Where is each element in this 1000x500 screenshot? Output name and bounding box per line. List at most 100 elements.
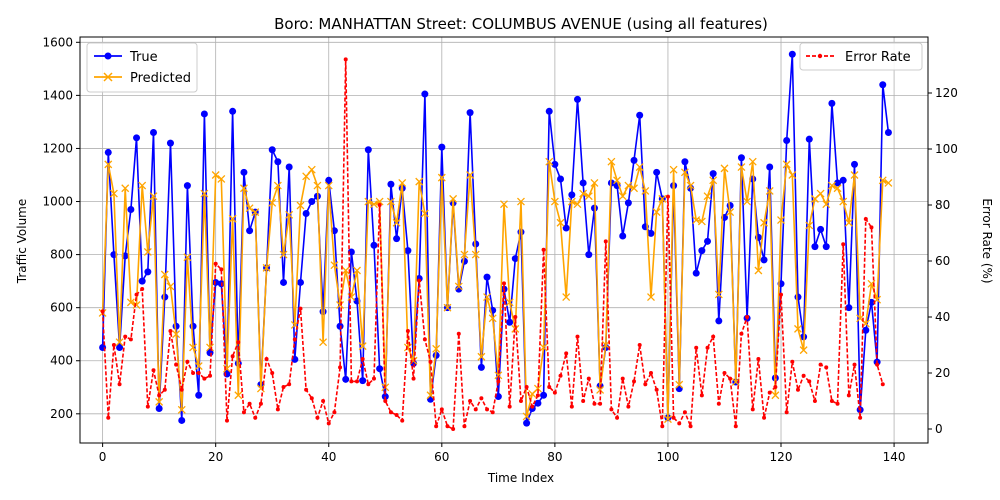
data-point-predicted [545,157,554,166]
data-point-predicted [500,200,508,209]
data-point-error-rate [462,424,467,429]
data-point-true [568,191,576,199]
data-point-predicted [743,197,752,206]
data-point-predicted [183,253,192,262]
data-point-error-rate [196,371,201,375]
data-point-error-rate [445,424,450,429]
data-point-predicted [777,216,785,225]
data-point-true [161,293,169,301]
data-point-predicted [844,218,853,227]
data-point-predicted [754,266,763,275]
data-point-error-rate [309,396,314,401]
data-point-error-rate [349,379,354,384]
data-point-error-rate [603,239,608,244]
legend-predicted-label: Predicted [130,71,191,86]
data-point-error-rate [275,407,280,412]
y2-tick-label: 60 [935,254,950,268]
y2-tick-label: 40 [935,310,950,324]
data-point-predicted [765,186,774,195]
legend-error-marker [817,53,823,59]
data-point-true [183,182,191,190]
legend-error-label: Error Rate [845,50,911,65]
data-point-true [438,143,446,151]
data-point-error-rate [824,365,829,370]
legend-right: Error Rate [799,42,923,71]
data-point-predicted [669,165,678,174]
y-tick-label: 200 [50,407,73,421]
data-point-error-rate [140,287,145,291]
data-point-error-rate [643,382,648,387]
data-point-predicted [126,298,135,307]
data-point-predicted [296,201,305,210]
data-point-error-rate [224,418,229,423]
data-point-predicted [494,371,503,380]
data-point-error-rate [185,359,190,364]
data-point-true [534,399,542,407]
x-axis-ticks: 0 20 40 60 80 100 120 140 [99,443,906,464]
data-point-error-rate [394,413,399,417]
data-point-error-rate [541,247,546,252]
data-point-error-rate [547,385,552,389]
data-point-true [551,160,559,168]
data-point-error-rate [880,382,885,387]
data-point-error-rate [592,401,597,406]
data-point-true [647,229,655,237]
y2-tick-label: 80 [935,198,950,212]
data-point-error-rate [326,421,331,426]
data-point-true [545,107,553,115]
data-point-predicted [652,208,661,217]
data-point-error-rate [699,393,704,398]
data-point-error-rate [620,376,625,381]
data-point-predicted [794,324,802,333]
data-point-error-rate [518,399,523,403]
data-point-error-rate [733,424,738,429]
data-point-error-rate [241,410,246,415]
data-point-predicted [302,172,311,181]
data-point-true [195,391,203,399]
data-point-error-rate [552,390,557,395]
data-point-predicted [324,181,333,190]
data-point-error-rate [400,418,405,423]
plot-frame [79,36,929,444]
data-point-error-rate [779,292,784,297]
data-point-error-rate [648,371,653,375]
data-point-predicted [319,338,328,347]
data-point-true [376,365,384,373]
data-point-true [127,205,135,213]
data-point-predicted [460,250,469,259]
data-point-predicted [262,263,271,272]
y-tick-label: 1600 [42,35,73,49]
y-tick-label: 600 [50,301,73,315]
data-point-error-rate [106,415,111,420]
data-point-error-rate [756,357,761,361]
data-point-error-rate [869,225,874,230]
data-point-predicted [584,192,593,201]
data-point-error-rate [371,376,376,381]
data-point-error-rate [343,57,348,62]
data-point-predicted [799,346,808,355]
data-point-predicted [160,270,169,279]
data-point-predicted [398,178,407,187]
data-point-true [805,135,813,143]
data-point-predicted [720,164,729,173]
data-point-true [359,377,367,385]
x-tick-label: 80 [547,450,562,464]
data-point-true [285,163,293,171]
x-axis-title: Time Index [487,471,554,485]
data-point-true [240,168,248,176]
legend-predicted-marker [103,72,113,82]
data-point-predicted [630,184,638,193]
data-point-error-rate [292,337,297,342]
data-point-error-rate [117,382,122,387]
data-point-error-rate [671,415,676,420]
data-point-predicted [143,247,152,256]
data-point-error-rate [586,376,591,381]
data-point-error-rate [270,371,275,375]
data-point-error-rate [762,415,767,420]
data-point-true [477,363,485,371]
data-point-error-rate [253,415,258,420]
data-point-predicted [624,181,633,190]
data-point-error-rate [835,401,840,406]
y2-tick-label: 100 [935,142,958,156]
data-point-true [828,99,836,107]
